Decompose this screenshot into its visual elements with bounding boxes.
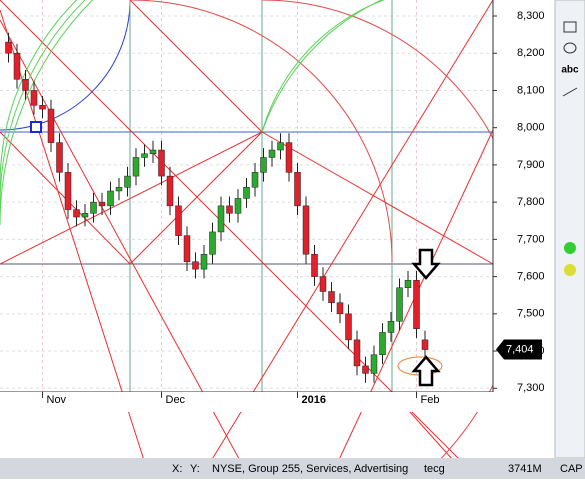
tool-rect[interactable]	[563, 21, 577, 33]
y-tick-label: 7,300	[517, 382, 545, 394]
candle-body	[158, 149, 165, 177]
gann-line	[261, 131, 494, 265]
y-tick-label: 7,900	[517, 159, 545, 171]
candle-body	[353, 339, 361, 367]
candle-body	[336, 302, 344, 315]
y-tick-label: 8,100	[517, 84, 545, 96]
candle-body	[362, 365, 369, 374]
gann-line	[329, 129, 494, 480]
x-tick-label: 2016	[302, 394, 326, 406]
candle-body	[268, 149, 276, 158]
candle-body	[107, 190, 114, 207]
tool-line[interactable]	[562, 87, 578, 97]
candle-body	[39, 105, 46, 110]
status-bar	[0, 458, 585, 479]
status-volume: 3741M	[508, 463, 542, 475]
candle-body	[421, 339, 429, 350]
candle-body	[311, 254, 318, 277]
down-arrow	[411, 248, 441, 280]
y-tick-label: 7,600	[517, 271, 545, 283]
candle-body	[13, 52, 21, 80]
candle-body	[302, 205, 310, 255]
up-arrow	[411, 355, 441, 387]
candle-body	[234, 198, 242, 214]
candle-body	[387, 321, 395, 333]
y-tick-label: 7,700	[517, 233, 545, 245]
candle-body	[251, 172, 259, 188]
time-axis	[0, 392, 493, 412]
toolbar	[554, 0, 585, 459]
candle-body	[328, 291, 335, 303]
y-tick-label: 8,300	[517, 10, 545, 22]
candle-body	[379, 332, 386, 356]
x-tick-label: Nov	[47, 394, 67, 406]
status-x: X:	[172, 463, 182, 475]
gann-arc	[261, 0, 386, 133]
status-info: NYSE, Group 255, Services, Advertising	[212, 463, 408, 475]
candle-body	[90, 201, 97, 214]
y-tick-label: 8,000	[517, 122, 545, 134]
candle-body	[243, 187, 250, 199]
y-tick-label: 7,500	[517, 308, 545, 320]
candle-body	[5, 41, 12, 54]
candle-body	[319, 276, 327, 292]
candle-body	[294, 172, 301, 207]
candle-body	[209, 231, 216, 255]
candle-body	[73, 209, 80, 218]
gann-arc	[0, 0, 94, 226]
gann-arc	[0, 0, 78, 186]
status-y: Y:	[190, 463, 200, 475]
candle-body	[81, 213, 89, 218]
gann-anchor[interactable]	[30, 121, 42, 133]
candle-body	[30, 90, 38, 106]
price-tag	[496, 339, 542, 360]
tool-ellipse[interactable]	[563, 42, 577, 54]
candle-body	[175, 205, 182, 236]
candle-body	[141, 153, 148, 158]
gann-line	[129, 131, 263, 265]
y-tick-label: 7,800	[517, 196, 545, 208]
gann-arc	[0, 0, 86, 206]
status-symbol: tecg	[424, 463, 445, 475]
candle-body	[47, 108, 55, 143]
price-axis	[493, 0, 555, 458]
candle-body	[260, 157, 267, 173]
candle-body	[98, 201, 106, 207]
candle-body	[200, 254, 208, 270]
candle-body	[277, 142, 284, 151]
x-tick-label: Dec	[166, 394, 186, 406]
status-cap: CAP	[560, 463, 583, 475]
x-tick-label: Feb	[421, 394, 440, 406]
candle-body	[64, 172, 72, 210]
candle-body	[56, 142, 63, 173]
candle-body	[217, 205, 225, 233]
candle-body	[132, 157, 140, 177]
candle-body	[115, 187, 123, 192]
candle-body	[149, 149, 157, 154]
price-tag-label: 7,404	[506, 343, 534, 355]
candle-body	[166, 175, 174, 207]
gann-line	[129, 0, 263, 133]
candle-body	[192, 261, 199, 270]
tool-text[interactable]: abc	[561, 65, 579, 76]
candle-body	[413, 280, 420, 329]
tool-zoom-in[interactable]	[564, 242, 576, 254]
candle-body	[404, 280, 412, 289]
candle-body	[396, 287, 403, 322]
gann-arc	[261, 0, 383, 133]
candle-body	[183, 235, 191, 262]
gann-line	[0, 131, 263, 265]
candle-body	[370, 354, 378, 374]
gann-arc	[129, 0, 393, 263]
candle-body	[226, 205, 233, 214]
tool-zoom-out[interactable]	[564, 264, 576, 276]
y-tick-label: 8,200	[517, 47, 545, 59]
candle-body	[285, 142, 293, 173]
candle-body	[345, 313, 352, 341]
candle-body	[124, 175, 131, 188]
candle-body	[22, 79, 29, 91]
